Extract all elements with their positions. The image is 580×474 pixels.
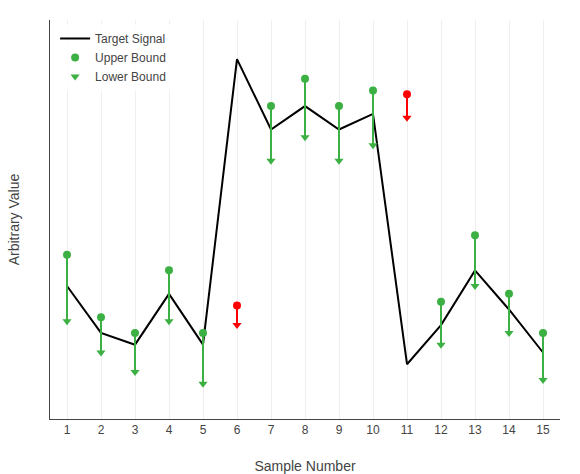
svg-text:Arbitrary Value: Arbitrary Value	[6, 174, 22, 266]
svg-text:4: 4	[166, 423, 173, 437]
svg-text:3: 3	[132, 423, 139, 437]
svg-text:11: 11	[401, 423, 414, 437]
svg-text:1: 1	[64, 423, 71, 437]
svg-text:Sample Number: Sample Number	[254, 458, 355, 474]
svg-text:Lower Bound: Lower Bound	[95, 70, 166, 84]
svg-text:8: 8	[302, 423, 309, 437]
svg-text:Target Signal: Target Signal	[95, 32, 165, 46]
svg-text:15: 15	[536, 423, 550, 437]
svg-text:13: 13	[468, 423, 482, 437]
svg-text:10: 10	[366, 423, 380, 437]
svg-text:6: 6	[234, 423, 241, 437]
svg-text:14: 14	[502, 423, 516, 437]
svg-text:12: 12	[434, 423, 448, 437]
svg-text:Upper Bound: Upper Bound	[95, 51, 166, 65]
svg-text:5: 5	[200, 423, 207, 437]
svg-text:2: 2	[98, 423, 105, 437]
svg-text:7: 7	[268, 423, 275, 437]
svg-text:9: 9	[336, 423, 343, 437]
